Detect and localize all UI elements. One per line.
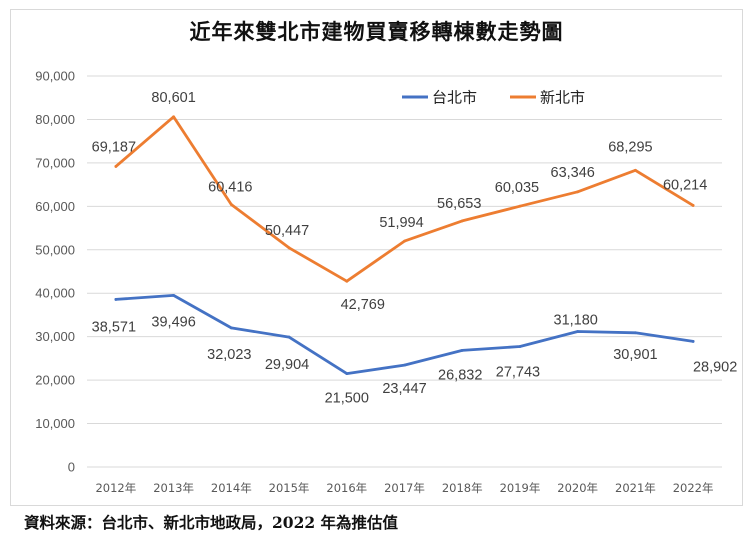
- data-point: [287, 246, 291, 250]
- data-point: [403, 363, 406, 367]
- data-point: [518, 204, 522, 208]
- legend: 台北市 新北市: [402, 89, 585, 107]
- y-tick-label: 70,000: [35, 155, 75, 170]
- data-point: [229, 326, 233, 330]
- data-label: 60,416: [208, 180, 252, 196]
- data-point: [634, 168, 637, 172]
- data-point: [172, 115, 175, 119]
- data-label: 50,447: [265, 223, 309, 239]
- x-tick-label: 2012年: [95, 481, 136, 495]
- data-label: 28,902: [693, 359, 737, 375]
- y-tick-label: 40,000: [35, 286, 75, 301]
- data-point: [691, 204, 695, 207]
- y-tick-label: 50,000: [35, 242, 75, 257]
- data-point: [576, 190, 580, 194]
- x-tick-label: 2022年: [673, 481, 714, 495]
- chart-title: 近年來雙北市建物買賣移轉棟數走勢圖: [189, 19, 564, 44]
- data-label: 60,035: [495, 180, 539, 196]
- data-label: 21,500: [325, 391, 369, 407]
- legend-label-taipei: 台北市: [432, 89, 477, 107]
- data-label: 27,743: [496, 364, 540, 380]
- data-point: [460, 349, 464, 352]
- data-point: [634, 331, 637, 335]
- y-tick-label: 80,000: [35, 112, 75, 127]
- data-labels: 38,571 39,496 32,023 29,904 21,500 23,447 26,8…: [92, 90, 738, 407]
- data-label: 60,214: [663, 177, 707, 193]
- data-label: 56,653: [437, 196, 481, 212]
- data-point: [287, 335, 291, 339]
- data-label: 38,571: [92, 319, 136, 335]
- y-tick-label: 60,000: [35, 199, 75, 214]
- data-label: 32,023: [207, 347, 251, 363]
- data-label: 39,496: [151, 314, 195, 330]
- x-axis-ticks: 2012年 2013年 2014年 2015年 2016年 2017年 2018年 2019年…: [95, 481, 713, 495]
- gridlines: [87, 75, 722, 468]
- series-line-taipei: [114, 293, 695, 376]
- data-point: [691, 340, 695, 343]
- y-tick-label: 20,000: [35, 373, 75, 388]
- data-label: 42,769: [341, 297, 385, 313]
- data-label: 23,447: [382, 381, 426, 397]
- data-point: [345, 279, 349, 283]
- x-tick-label: 2013年: [153, 481, 194, 495]
- x-tick-label: 2019年: [500, 481, 541, 495]
- data-point: [114, 165, 118, 168]
- x-tick-label: 2017年: [384, 481, 425, 495]
- data-label: 68,295: [608, 139, 652, 155]
- data-point: [518, 345, 522, 348]
- legend-label-newtaipei: 新北市: [540, 89, 585, 107]
- data-point: [172, 294, 175, 297]
- data-label: 29,904: [265, 357, 309, 373]
- source-note: 資料來源：台北市、新北市地政局，2022 年為推估值: [24, 513, 399, 532]
- y-tick-label: 90,000: [35, 69, 75, 84]
- series-line-newtaipei: [114, 115, 695, 283]
- x-tick-label: 2015年: [269, 481, 310, 495]
- series-lines: [114, 115, 695, 376]
- data-label: 31,180: [554, 313, 598, 329]
- data-label: 69,187: [92, 139, 136, 155]
- x-tick-label: 2021年: [615, 481, 656, 495]
- x-tick-label: 2018年: [442, 481, 483, 495]
- x-tick-label: 2020年: [557, 481, 598, 495]
- y-tick-label: 30,000: [35, 329, 75, 344]
- data-label: 80,601: [151, 90, 195, 106]
- y-tick-label: 10,000: [35, 416, 75, 431]
- data-point: [345, 372, 349, 375]
- data-point: [114, 298, 118, 301]
- x-tick-label: 2014年: [211, 481, 252, 495]
- data-label: 51,994: [379, 215, 423, 231]
- data-point: [460, 219, 464, 223]
- data-point: [403, 239, 406, 243]
- data-label: 26,832: [438, 367, 482, 383]
- data-point: [229, 203, 233, 206]
- data-label: 63,346: [551, 165, 595, 181]
- y-axis-ticks: 0 10,000 20,000 30,000 40,000 50,000 60,000 70,…: [35, 69, 75, 475]
- y-tick-label: 0: [68, 460, 75, 475]
- data-label: 30,901: [613, 347, 657, 363]
- data-point: [576, 330, 580, 333]
- x-tick-label: 2016年: [326, 481, 367, 495]
